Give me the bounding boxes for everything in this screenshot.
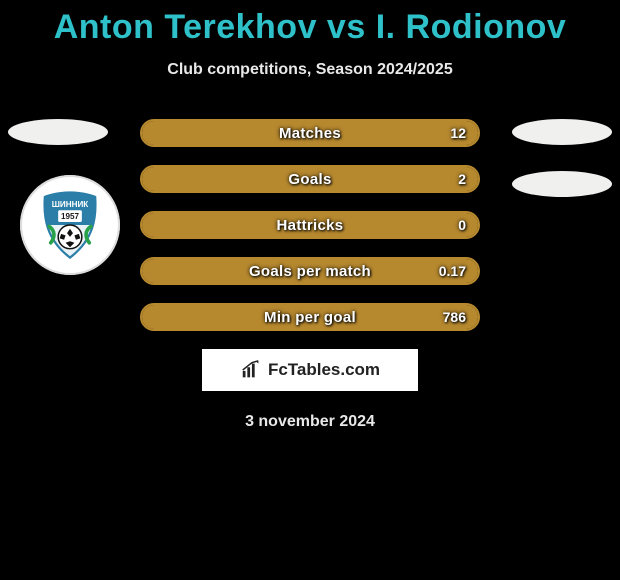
stat-bar-value: 786 [443, 305, 466, 329]
stat-bar-label: Min per goal [142, 305, 478, 329]
stat-bar-label: Goals per match [142, 259, 478, 283]
stat-bar-label: Hattricks [142, 213, 478, 237]
subtitle: Club competitions, Season 2024/2025 [0, 61, 620, 79]
page-title: Anton Terekhov vs I. Rodionov [0, 0, 620, 47]
comparison-stage: ШИННИК 1957 Matches12 Goals2 Hattricks0 Goa… [0, 119, 620, 431]
player-right-placeholder-2 [512, 171, 612, 197]
brand-text: FcTables.com [268, 360, 380, 380]
stat-bar: Matches12 [140, 119, 480, 147]
shield-icon: ШИННИК 1957 [33, 188, 107, 262]
stat-bar: Goals2 [140, 165, 480, 193]
stat-bar-value: 2 [458, 167, 466, 191]
stat-bar: Min per goal786 [140, 303, 480, 331]
stat-bar-value: 0 [458, 213, 466, 237]
crest-year: 1957 [61, 212, 80, 221]
stat-bar: Goals per match0.17 [140, 257, 480, 285]
crest-text: ШИННИК [52, 200, 89, 209]
stat-bar-value: 0.17 [439, 259, 466, 283]
player-right-placeholder-1 [512, 119, 612, 145]
stat-bars: Matches12 Goals2 Hattricks0 Goals per match… [140, 119, 480, 331]
date-caption: 3 november 2024 [0, 413, 620, 431]
brand-box[interactable]: FcTables.com [202, 349, 418, 391]
club-crest: ШИННИК 1957 [20, 175, 120, 275]
player-left-placeholder-1 [8, 119, 108, 145]
stat-bar: Hattricks0 [140, 211, 480, 239]
stat-bar-label: Goals [142, 167, 478, 191]
stat-bar-label: Matches [142, 121, 478, 145]
bar-chart-icon [240, 359, 262, 381]
stat-bar-value: 12 [450, 121, 466, 145]
